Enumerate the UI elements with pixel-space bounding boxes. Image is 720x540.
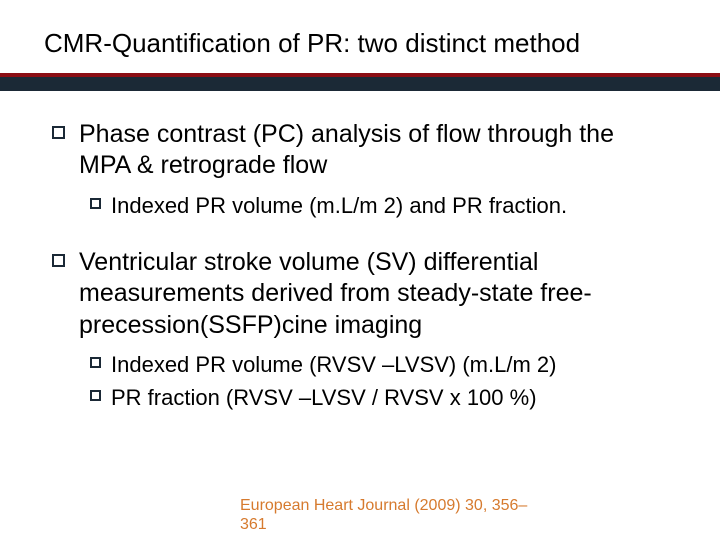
slide-content: Phase contrast (PC) analysis of flow thr… (44, 119, 676, 412)
citation: European Heart Journal (2009) 30, 356– 3… (240, 497, 527, 534)
sub-bullet-text: PR fraction (RVSV –LVSV / RVSV x 100 %) (111, 384, 537, 412)
title-divider (0, 73, 720, 91)
sub-bullet-text: Indexed PR volume (RVSV –LVSV) (m.L/m 2) (111, 351, 556, 379)
bullet-item: Phase contrast (PC) analysis of flow thr… (52, 119, 668, 182)
slide: CMR-Quantification of PR: two distinct m… (0, 0, 720, 540)
slide-title: CMR-Quantification of PR: two distinct m… (44, 28, 676, 59)
bullet-marker-icon (52, 126, 65, 139)
citation-trailing: 361 (240, 516, 267, 533)
bullet-marker-icon (52, 254, 65, 267)
bullet-text: Ventricular stroke volume (SV) different… (79, 247, 668, 341)
sub-bullet-marker-icon (90, 357, 101, 368)
divider-bar (0, 77, 720, 91)
bullet-item: Ventricular stroke volume (SV) different… (52, 247, 668, 341)
sub-bullet-marker-icon (90, 390, 101, 401)
spacer (52, 225, 668, 247)
sub-bullet-item: PR fraction (RVSV –LVSV / RVSV x 100 %) (90, 384, 668, 412)
sub-bullet-marker-icon (90, 198, 101, 209)
sub-bullet-text: Indexed PR volume (m.L/m 2) and PR fract… (111, 192, 567, 220)
citation-journal: European Heart Journal (2009) 30, 356– (240, 497, 527, 514)
sub-bullet-item: Indexed PR volume (RVSV –LVSV) (m.L/m 2) (90, 351, 668, 379)
bullet-text: Phase contrast (PC) analysis of flow thr… (79, 119, 668, 182)
sub-bullet-item: Indexed PR volume (m.L/m 2) and PR fract… (90, 192, 668, 220)
